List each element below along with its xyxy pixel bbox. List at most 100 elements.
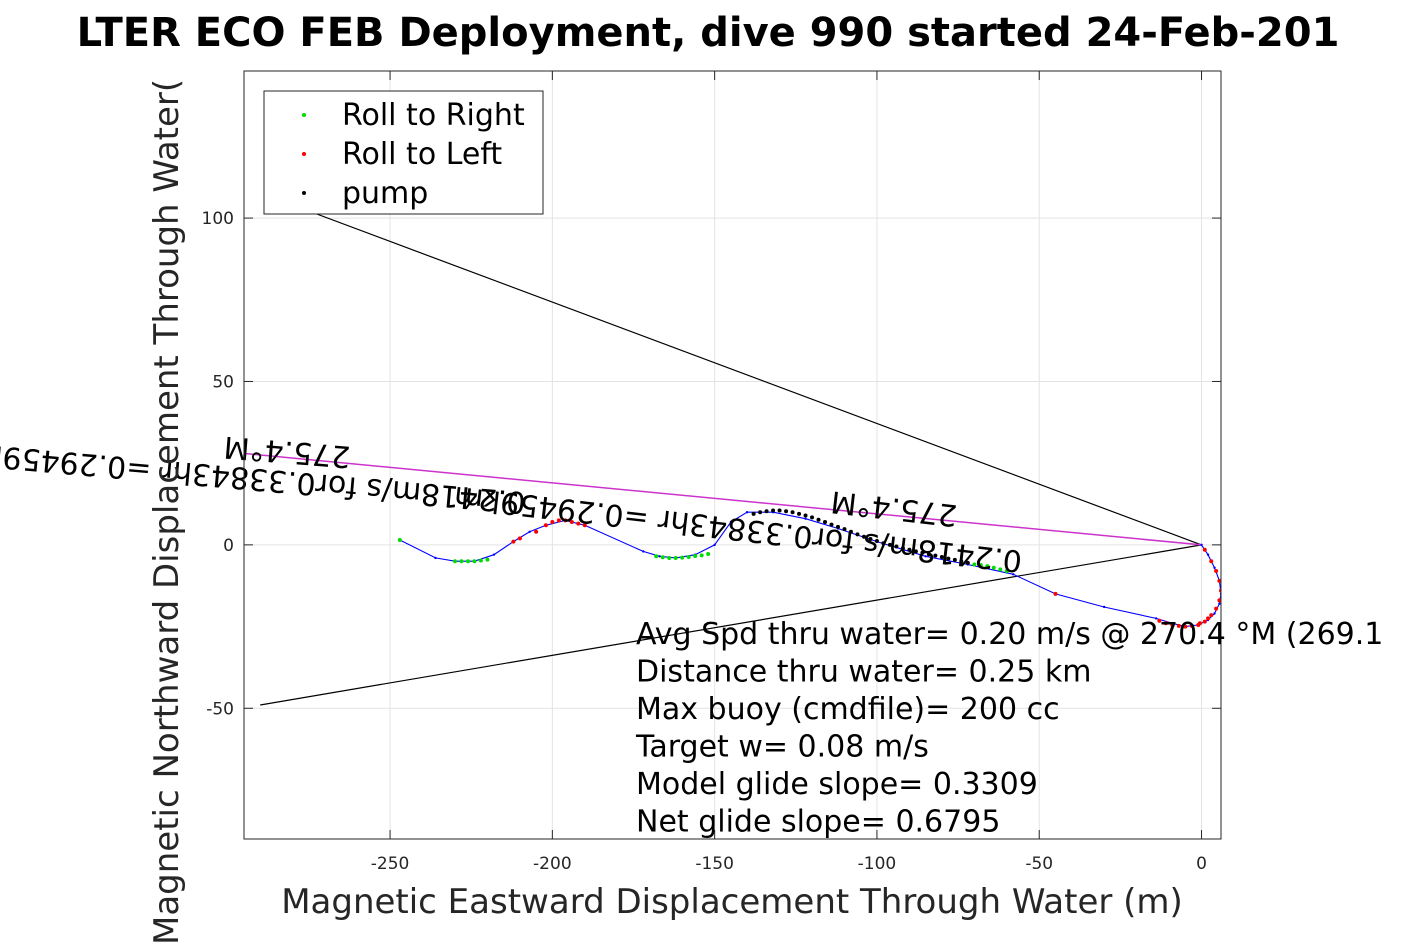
track-point	[1154, 617, 1158, 620]
pump-point	[810, 515, 815, 520]
cone-line	[260, 544, 1202, 706]
roll-left-point	[569, 519, 574, 524]
y-axis-label: Magnetic Northward Displacement Through …	[147, 79, 187, 945]
roll-right-point	[699, 553, 704, 558]
roll-right-point	[978, 563, 983, 568]
pump-point	[797, 511, 802, 516]
cone-line	[292, 204, 1202, 546]
pump-point	[771, 508, 776, 513]
roll-left-point	[1209, 613, 1214, 618]
roll-left-point	[517, 536, 522, 541]
axis-ticks	[244, 71, 1221, 839]
roll-right-point	[693, 553, 698, 558]
roll-right-point	[680, 555, 685, 560]
pump-point	[887, 542, 892, 547]
x-tick-label: -150	[695, 854, 734, 874]
roll-left-point	[1206, 616, 1211, 621]
roll-left-point	[1170, 622, 1175, 627]
legend-marker	[302, 113, 306, 117]
roll-left-point	[550, 519, 555, 524]
legend: Roll to Right Roll to Left pump	[263, 90, 544, 215]
legend-label: pump	[342, 176, 428, 211]
pump-point	[913, 549, 918, 554]
pump-point	[926, 552, 931, 557]
x-axis-label: Magnetic Eastward Displacement Through W…	[281, 882, 1183, 922]
pump-point	[764, 509, 769, 514]
track-point	[492, 553, 496, 556]
pump-point	[848, 529, 853, 534]
pump-point	[881, 541, 886, 546]
plot-frame	[243, 70, 1222, 840]
track-point	[642, 550, 645, 553]
roll-left-point	[582, 523, 587, 528]
roll-left-point	[1214, 569, 1219, 574]
roll-left-point	[1202, 547, 1207, 552]
pump-point	[946, 556, 951, 561]
stat-line: Distance thru water= 0.25 km	[636, 655, 1091, 690]
y-tick-label: 0	[223, 536, 234, 556]
roll-right-point	[985, 564, 990, 569]
roll-left-point	[534, 529, 539, 534]
x-tick-label: -250	[371, 854, 410, 874]
pump-point	[874, 538, 879, 543]
stat-line: Avg Spd thru water= 0.20 m/s @ 270.4 °M …	[636, 617, 1383, 652]
pump-point	[777, 508, 782, 513]
pump-point	[933, 553, 938, 558]
roll-left-point	[1189, 623, 1194, 628]
roll-left-point	[1217, 598, 1221, 603]
track-point	[729, 520, 733, 524]
roll-left-point	[1209, 559, 1214, 564]
y-tick-label: 50	[212, 372, 234, 392]
pump-point	[868, 536, 873, 541]
x-tick-label: -50	[1025, 854, 1053, 874]
roll-left-point	[543, 523, 548, 528]
pump-point	[959, 559, 964, 564]
stat-line: Net glide slope= 0.6795	[636, 805, 1000, 840]
track-point	[1213, 566, 1216, 569]
track-point	[658, 555, 661, 558]
legend-box	[263, 90, 544, 215]
roll-left-point	[1163, 621, 1168, 626]
pump-point	[939, 554, 944, 559]
roll-left-point	[1176, 623, 1181, 628]
heading-line-path	[244, 452, 1202, 546]
roll-right-point	[654, 554, 659, 559]
chart-title: LTER ECO FEB Deployment, dive 990 starte…	[77, 10, 1340, 56]
roll-left-point	[1157, 618, 1162, 623]
dive-statistics: Avg Spd thru water= 0.20 m/s @ 270.4 °M …	[635, 617, 1383, 840]
pump-point	[894, 544, 899, 549]
legend-label: Roll to Right	[342, 98, 525, 133]
stat-line: Max buoy (cmdfile)= 200 cc	[636, 692, 1060, 727]
roll-right-point	[459, 559, 464, 564]
pump-point	[790, 510, 795, 515]
roll-right-point	[397, 537, 402, 542]
x-tick-label: -200	[533, 854, 572, 874]
track-point	[1102, 605, 1106, 609]
legend-marker	[302, 152, 306, 156]
track-markers	[397, 508, 1221, 629]
roll-right-point	[485, 557, 490, 562]
pump-point	[784, 509, 789, 514]
roll-left-point	[556, 518, 561, 523]
pump-point	[835, 524, 840, 529]
roll-right-point	[673, 555, 678, 560]
roll-right-point	[660, 555, 665, 560]
roll-left-point	[1202, 619, 1207, 624]
track-point	[804, 517, 807, 520]
heading-line	[244, 452, 1202, 546]
legend-marker	[302, 191, 306, 195]
track-point	[1218, 602, 1221, 605]
roll-left-point	[1214, 606, 1219, 611]
roll-right-point	[452, 559, 457, 564]
roll-left-point	[511, 539, 516, 544]
roll-left-point	[1053, 591, 1058, 596]
stat-line: Model glide slope= 0.3309	[636, 767, 1038, 802]
track-point	[434, 556, 437, 560]
roll-left-point	[1197, 621, 1202, 626]
pump-point	[855, 532, 860, 537]
pump-point	[920, 550, 925, 555]
y-tick-label: 100	[202, 209, 234, 229]
track-point	[1206, 553, 1210, 556]
track-point	[745, 510, 749, 514]
roll-left-point	[1217, 578, 1221, 583]
